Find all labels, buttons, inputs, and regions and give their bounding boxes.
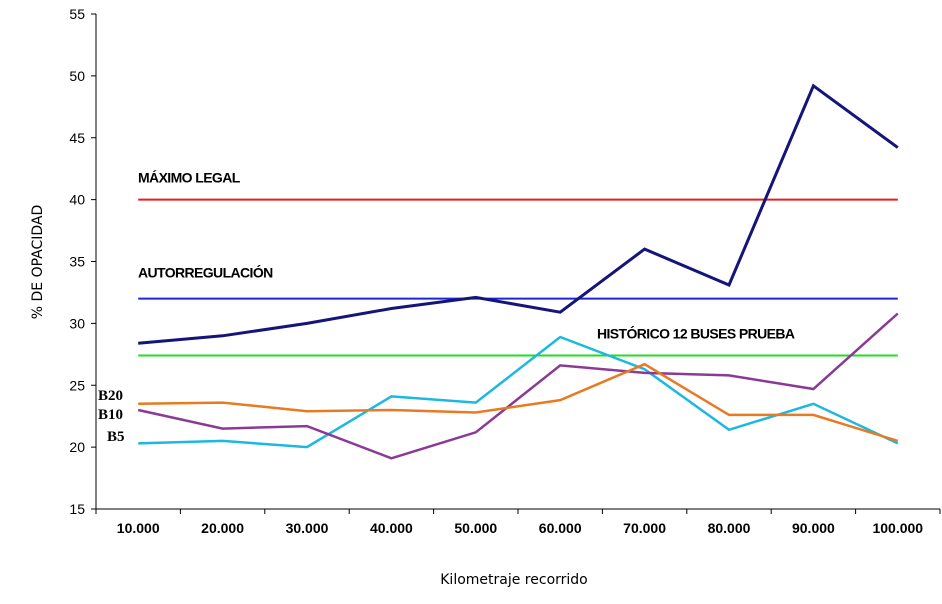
y-tick-label: 15 xyxy=(69,501,85,517)
y-tick-label: 20 xyxy=(69,439,85,455)
y-axis-title: % DE OPACIDAD xyxy=(30,205,46,320)
y-tick-label: 50 xyxy=(69,68,85,84)
x-tick-label: 10.000 xyxy=(117,520,160,536)
x-tick-label: 30.000 xyxy=(286,520,329,536)
x-tick-label: 50.000 xyxy=(454,520,497,536)
x-tick-label: 90.000 xyxy=(792,520,835,536)
series-label-b10: B10 xyxy=(98,407,123,423)
maximo-legal-label: MÁXIMO LEGAL xyxy=(138,170,241,186)
y-tick-label: 40 xyxy=(69,192,85,208)
series-line-b5 xyxy=(138,335,899,449)
y-tick-label: 25 xyxy=(69,377,85,393)
x-tick-label: 70.000 xyxy=(623,520,666,536)
series-line-b10 xyxy=(137,312,899,460)
autorregulacion-label: AUTORREGULACIÓN xyxy=(138,264,273,281)
series-lines xyxy=(137,83,899,460)
series-line-diesel xyxy=(138,83,899,345)
reference-lines xyxy=(138,198,898,357)
x-tick-label: 40.000 xyxy=(370,520,413,536)
reference-line-labels: MÁXIMO LEGAL AUTORREGULACIÓN HISTÓRICO 12 … xyxy=(138,170,795,342)
y-tick-label: 55 xyxy=(69,6,85,22)
series-line-b20 xyxy=(138,362,899,443)
series-label-b20: B20 xyxy=(98,388,123,404)
x-tick-label: 20.000 xyxy=(201,520,244,536)
series-labels: B5 B10 B20 xyxy=(98,388,125,445)
y-axis-ticks: 15 20 25 30 35 40 45 50 55 xyxy=(69,6,96,517)
x-tick-label: 60.000 xyxy=(539,520,582,536)
series-label-b5: B5 xyxy=(107,429,125,445)
historico-label: HISTÓRICO 12 BUSES PRUEBA xyxy=(597,325,795,342)
x-tick-label: 100.000 xyxy=(872,520,923,536)
y-tick-label: 45 xyxy=(69,130,85,146)
x-tick-label: 80.000 xyxy=(708,520,751,536)
x-axis-title: Kilometraje recorrido xyxy=(440,572,588,588)
x-axis-ticks: 10.000 20.000 30.000 40.000 50.000 60.000 70.0… xyxy=(95,509,941,536)
y-tick-label: 35 xyxy=(69,254,85,270)
y-tick-label: 30 xyxy=(69,315,85,331)
